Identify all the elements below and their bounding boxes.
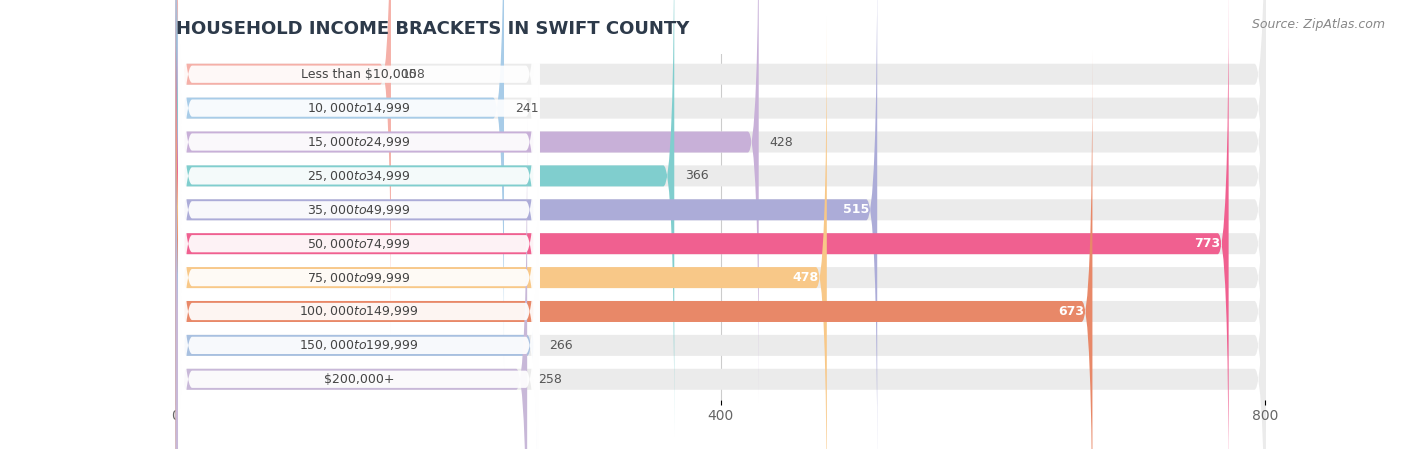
Text: 428: 428 — [769, 136, 793, 149]
FancyBboxPatch shape — [179, 0, 540, 449]
Text: $10,000 to $14,999: $10,000 to $14,999 — [307, 101, 411, 115]
FancyBboxPatch shape — [176, 0, 1265, 436]
FancyBboxPatch shape — [176, 0, 1229, 449]
FancyBboxPatch shape — [179, 0, 540, 449]
FancyBboxPatch shape — [176, 0, 1265, 449]
FancyBboxPatch shape — [179, 0, 540, 449]
FancyBboxPatch shape — [176, 0, 503, 369]
FancyBboxPatch shape — [176, 0, 877, 449]
Text: 258: 258 — [538, 373, 562, 386]
FancyBboxPatch shape — [176, 17, 1265, 449]
FancyBboxPatch shape — [179, 0, 540, 449]
FancyBboxPatch shape — [176, 0, 1265, 403]
Text: $75,000 to $99,999: $75,000 to $99,999 — [307, 271, 411, 285]
FancyBboxPatch shape — [176, 0, 1265, 369]
Text: Less than $10,000: Less than $10,000 — [301, 68, 416, 81]
FancyBboxPatch shape — [176, 119, 527, 449]
Text: 158: 158 — [402, 68, 426, 81]
FancyBboxPatch shape — [179, 0, 540, 449]
Text: $150,000 to $199,999: $150,000 to $199,999 — [299, 339, 419, 352]
Text: $25,000 to $34,999: $25,000 to $34,999 — [307, 169, 411, 183]
FancyBboxPatch shape — [179, 0, 540, 449]
FancyBboxPatch shape — [176, 85, 538, 449]
FancyBboxPatch shape — [179, 15, 540, 449]
FancyBboxPatch shape — [179, 0, 540, 438]
FancyBboxPatch shape — [176, 119, 1265, 449]
FancyBboxPatch shape — [176, 85, 1265, 449]
Text: 478: 478 — [793, 271, 818, 284]
Text: $35,000 to $49,999: $35,000 to $49,999 — [307, 203, 411, 217]
Text: $200,000+: $200,000+ — [323, 373, 394, 386]
FancyBboxPatch shape — [176, 51, 1092, 449]
Text: $15,000 to $24,999: $15,000 to $24,999 — [307, 135, 411, 149]
Text: $100,000 to $149,999: $100,000 to $149,999 — [299, 304, 419, 318]
Text: 266: 266 — [548, 339, 572, 352]
FancyBboxPatch shape — [176, 17, 827, 449]
FancyBboxPatch shape — [176, 0, 1265, 449]
FancyBboxPatch shape — [179, 49, 540, 449]
Text: 673: 673 — [1059, 305, 1084, 318]
Text: 241: 241 — [515, 101, 538, 114]
FancyBboxPatch shape — [176, 0, 391, 335]
FancyBboxPatch shape — [176, 0, 675, 436]
FancyBboxPatch shape — [176, 51, 1265, 449]
Text: HOUSEHOLD INCOME BRACKETS IN SWIFT COUNTY: HOUSEHOLD INCOME BRACKETS IN SWIFT COUNT… — [176, 21, 689, 39]
FancyBboxPatch shape — [176, 0, 759, 403]
Text: 366: 366 — [685, 169, 709, 182]
FancyBboxPatch shape — [179, 0, 540, 405]
Text: Source: ZipAtlas.com: Source: ZipAtlas.com — [1251, 18, 1385, 31]
Text: 773: 773 — [1194, 237, 1220, 250]
Text: $50,000 to $74,999: $50,000 to $74,999 — [307, 237, 411, 251]
FancyBboxPatch shape — [176, 0, 1265, 335]
Text: 515: 515 — [842, 203, 869, 216]
